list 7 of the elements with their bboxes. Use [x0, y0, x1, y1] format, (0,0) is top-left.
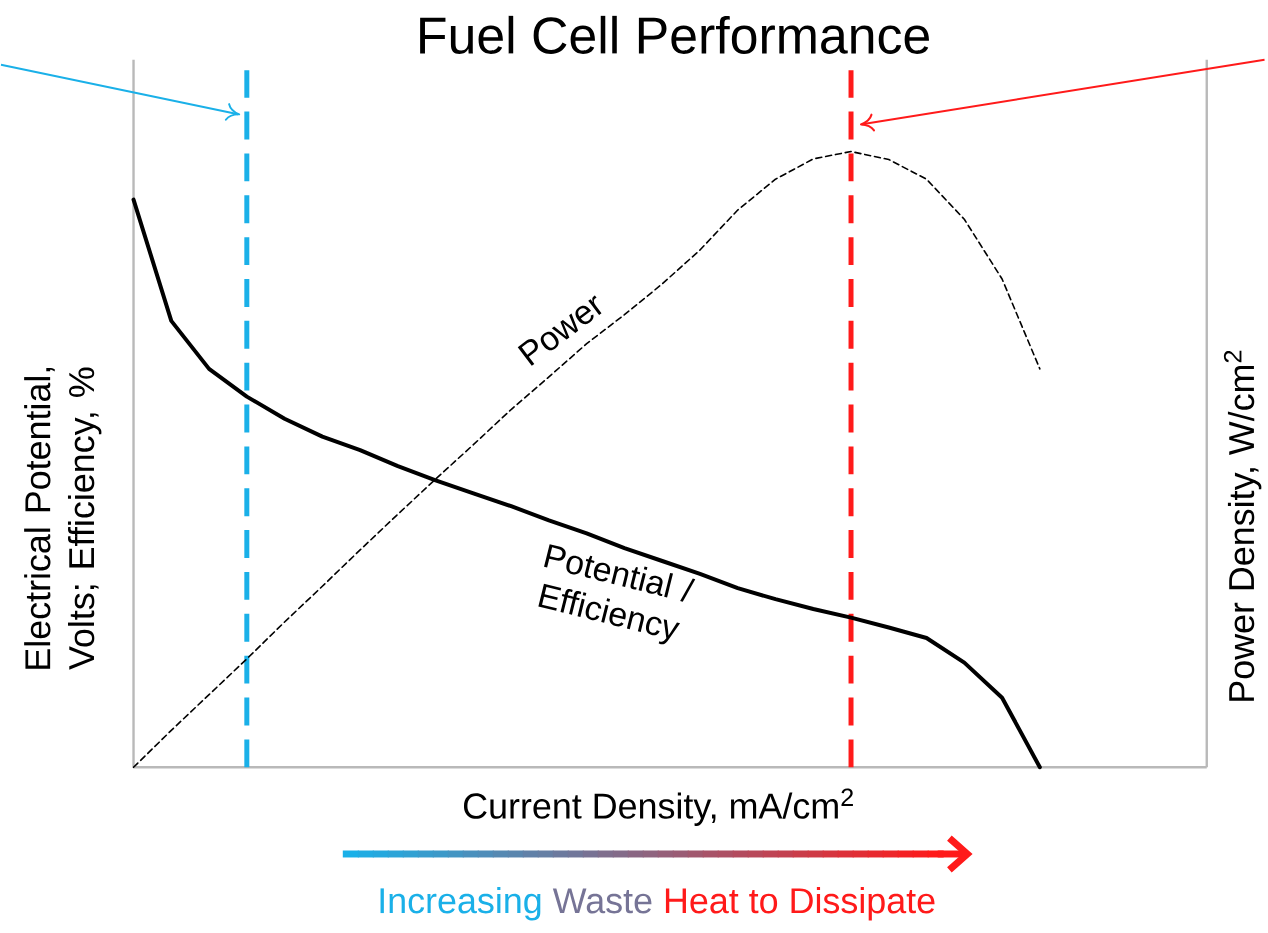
x-axis-title: Current Density, mA/cm$^{2}$ [463, 788, 853, 827]
text: Waste [552, 888, 652, 914]
text: Heat to Dissipate [665, 887, 935, 921]
chart-title: Fuel Cell Performance [420, 15, 929, 55]
y2-axis-title: Power Density, W/cm$^{2}$ [1223, 350, 1262, 701]
text: Increasing [380, 887, 541, 921]
y-axis-title: Electrical Potential, Volts; Efficiency, % [24, 367, 102, 671]
